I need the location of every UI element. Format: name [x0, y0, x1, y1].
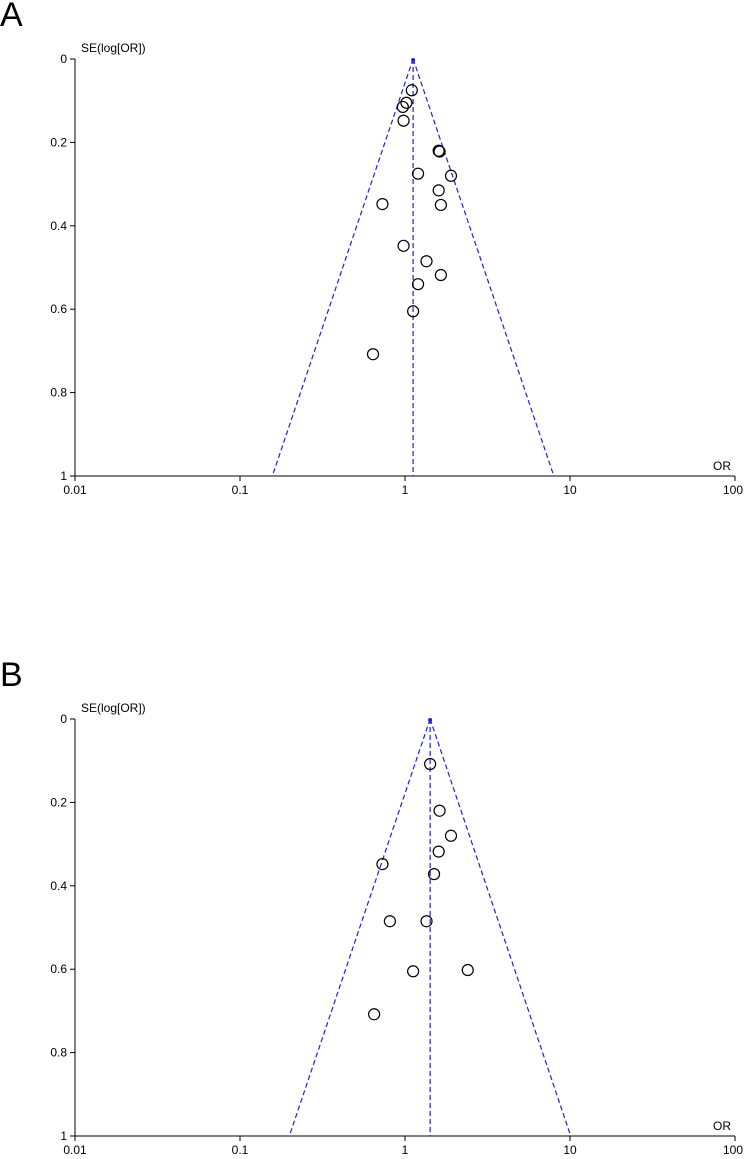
- y-tick-label: 0.4: [50, 219, 67, 233]
- y-axis-label: SE(log[OR]): [81, 41, 146, 55]
- funnel-right-limit: [429, 718, 572, 1137]
- study-point: [433, 145, 446, 158]
- y-tick-label: 1: [60, 469, 67, 483]
- study-point: [444, 169, 458, 182]
- study-point: [427, 868, 441, 881]
- x-tick-label: 10: [563, 1143, 577, 1154]
- y-axis-label: SE(log[OR]): [81, 701, 146, 715]
- x-axis-label: OR: [713, 459, 731, 473]
- study-point: [434, 198, 447, 212]
- x-tick-label: 0.01: [63, 1143, 87, 1154]
- x-tick-label: 1: [402, 1143, 409, 1154]
- study-point: [461, 963, 474, 977]
- funnel-left-limit: [271, 58, 414, 477]
- study-point: [368, 1008, 381, 1021]
- study-point: [432, 144, 445, 157]
- x-tick-label: 0.01: [63, 483, 87, 497]
- study-point: [420, 915, 433, 928]
- study-point: [396, 100, 409, 114]
- y-tick-label: 0.4: [50, 879, 67, 893]
- study-point: [433, 804, 446, 817]
- study-point: [411, 278, 425, 291]
- study-point: [434, 268, 447, 282]
- y-tick-label: 0.2: [50, 135, 67, 149]
- study-point: [400, 96, 413, 109]
- panel-label: B: [0, 656, 23, 694]
- funnel-plot-a: A 0 0.2 0.4 0.6 0.8 1 0.01 0.1 1 10 100 SE(log[OR])…: [0, 0, 745, 560]
- funnel-left-limit: [288, 718, 431, 1137]
- y-tick-label: 1: [60, 1129, 67, 1143]
- study-point: [383, 915, 397, 928]
- y-tick-label: 0.8: [50, 1046, 67, 1060]
- study-point: [420, 255, 433, 268]
- study-point: [397, 114, 410, 127]
- study-point: [407, 305, 420, 318]
- study-point: [407, 965, 420, 978]
- study-point: [411, 167, 425, 180]
- x-tick-label: 100: [723, 1143, 743, 1154]
- study-point: [397, 239, 410, 252]
- y-tick-label: 0: [60, 52, 67, 66]
- study-point: [405, 84, 418, 97]
- study-point: [444, 829, 458, 842]
- study-point: [424, 757, 437, 771]
- y-tick-label: 0.8: [50, 386, 67, 400]
- study-point: [376, 858, 389, 871]
- funnel-apex-marker: [428, 718, 433, 722]
- x-tick-label: 0.1: [232, 483, 249, 497]
- funnel-apex-marker: [411, 58, 416, 62]
- study-point: [432, 845, 445, 858]
- x-tick-label: 1: [402, 483, 409, 497]
- x-tick-label: 100: [723, 483, 743, 497]
- study-point: [376, 198, 389, 211]
- funnel-right-limit: [412, 58, 555, 477]
- y-tick-label: 0.6: [50, 962, 67, 976]
- x-tick-label: 0.1: [232, 1143, 249, 1154]
- y-tick-label: 0.2: [50, 795, 67, 809]
- y-tick-label: 0.6: [50, 302, 67, 316]
- panel-label: A: [0, 0, 23, 34]
- x-tick-label: 10: [563, 483, 577, 497]
- y-tick-label: 0: [60, 712, 67, 726]
- study-point: [432, 184, 445, 197]
- x-axis-label: OR: [713, 1119, 731, 1133]
- funnel-plot-b: B 0 0.2 0.4 0.6 0.8 1 0.01 0.1 1 10 100 SE(log[OR])…: [0, 656, 745, 1157]
- study-point: [366, 348, 380, 361]
